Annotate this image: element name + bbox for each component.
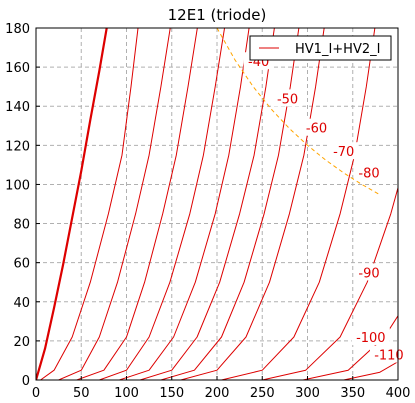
y-tick-label: 160 [5, 61, 30, 76]
curve-label-bg [272, 89, 303, 107]
max-dissipation-curve [216, 28, 381, 196]
max-dissipation-line [216, 28, 381, 196]
curve-label-bg [328, 142, 359, 160]
y-tick-label: 120 [5, 139, 30, 154]
x-tick-label: 300 [295, 386, 320, 401]
curve-label: -90 [358, 266, 379, 281]
x-tick-label: 250 [250, 386, 275, 401]
curve-label: -60 [306, 122, 327, 137]
curve-label: -80 [358, 167, 379, 182]
axis-ticks: 0 50 100 150 200 250 300 350 400 0 20 40 60 80 100 120 1… [5, 22, 410, 401]
curve-label-bg [354, 163, 385, 181]
curve-grid-voltage-minus-10 [58, 28, 171, 380]
x-tick-label: 100 [114, 386, 139, 401]
curve-label: -70 [333, 145, 354, 160]
curve-label: -100 [356, 331, 386, 346]
x-tick-label: 350 [340, 386, 365, 401]
curve-label: -110 [374, 349, 404, 364]
x-tick-label: 150 [159, 386, 184, 401]
curve-grid-voltage-minus-15 [76, 28, 198, 380]
y-tick-label: 140 [5, 100, 30, 115]
y-tick-label: 80 [13, 218, 30, 233]
curve-grid-voltage-minus-50 [221, 28, 376, 380]
legend-label: HV1_I+HV2_I [295, 42, 380, 57]
curve-grid-voltage-0 [36, 28, 108, 380]
curve-label: -50 [277, 92, 298, 107]
curve-grid-voltage-minus-40 [180, 28, 325, 380]
y-tick-label: 40 [13, 296, 30, 311]
curve-label-bg [354, 263, 385, 281]
curve-grid-voltage-minus-70 [302, 314, 398, 380]
y-tick-label: 0 [22, 374, 30, 389]
chart-title: 12E1 (triode) [168, 6, 267, 24]
curve-grid-voltage-minus-30 [139, 28, 275, 380]
y-tick-label: 60 [13, 257, 30, 272]
curve-label-bg [351, 327, 390, 345]
x-tick-label: 400 [386, 386, 411, 401]
y-tick-label: 180 [5, 22, 30, 37]
curve-grid-voltage-minus-5 [40, 28, 139, 380]
x-tick-label: 0 [32, 386, 40, 401]
curve-labels: -40-50-60-70-80-90-100-110 [243, 52, 408, 364]
x-tick-label: 200 [205, 386, 230, 401]
curve-grid-voltage-minus-20 [99, 28, 226, 380]
curve-label-bg [301, 118, 332, 136]
legend: HV1_I+HV2_I [249, 35, 392, 61]
curve-grid-voltage-minus-25 [119, 28, 250, 380]
y-tick-label: 100 [5, 178, 30, 193]
y-tick-label: 20 [13, 335, 30, 350]
x-tick-label: 50 [73, 386, 90, 401]
curve-grid-voltage-minus-60 [262, 185, 398, 380]
